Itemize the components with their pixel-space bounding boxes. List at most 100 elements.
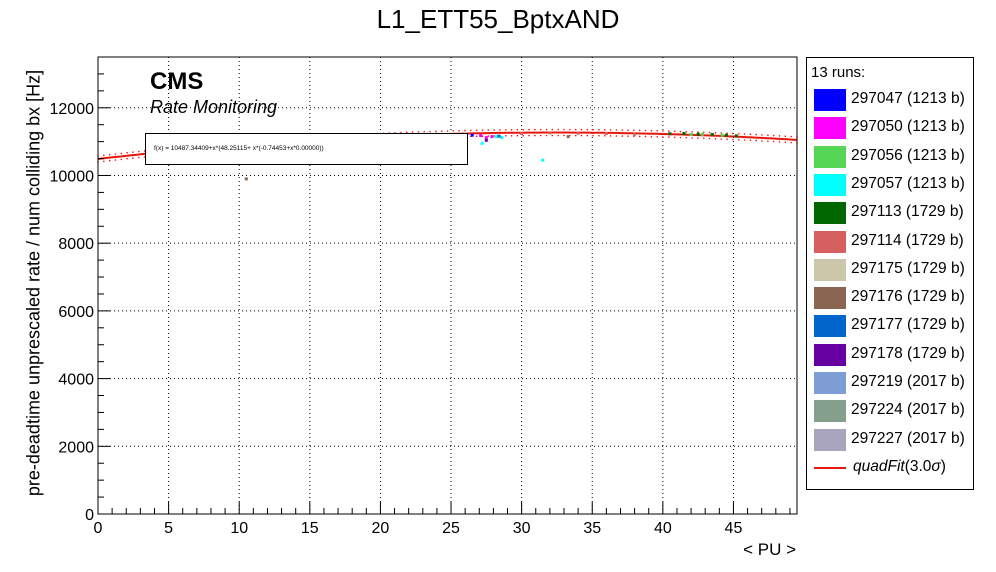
data-point [734,134,738,138]
fit-band-point [633,135,635,138]
x-tick-label: 45 [725,520,743,537]
fit-band-point [470,129,472,132]
fit-formula-text: f(x) = 10487.34409+x*(48.25115+ x*(-0.74… [154,145,324,152]
fit-band-point [551,134,554,137]
fit-band-point [714,138,717,140]
fit-band-point [528,128,530,131]
fit-band-point [114,153,117,155]
fit-band-point [697,137,699,139]
legend-label: 297178 (1729 b) [851,344,965,362]
fit-band-point [126,157,128,160]
fit-band-point [440,130,443,132]
legend-item: 297047 (1213 b) [811,87,973,113]
fit-band-point [708,137,711,140]
data-point [500,136,504,140]
x-axis-title: < PU > [743,540,796,559]
data-point [576,131,580,135]
fit-band-point [673,130,676,133]
legend-label: 297224 (2017 b) [851,401,965,419]
fit-band-point [767,140,769,142]
data-point [724,133,728,137]
fit-band-point [633,129,635,132]
fit-band-point [749,139,752,142]
fit-band-point [732,132,734,135]
fit-formula-box: f(x) = 10487.34409+x*(48.25115+ x*(-0.74… [145,133,468,165]
legend-item: 297114 (1729 b) [811,229,973,255]
y-tick-label: 4000 [58,372,94,389]
legend-item: 297056 (1213 b) [811,144,973,170]
fit-band-point [481,129,484,131]
fit-band-point [120,152,123,155]
data-point [633,132,637,136]
fit-band-point [516,128,519,131]
fit-band-point [726,132,728,134]
fit-band-point [458,129,460,132]
fit-band-point [767,134,769,136]
data-point [548,131,552,135]
fit-band-point [772,134,775,137]
fit-band-point [510,129,513,131]
fit-band-point [580,128,583,131]
fit-band-point [598,129,600,131]
fit-band-point [772,140,775,143]
fit-band-point [749,133,752,136]
data-point [470,133,474,137]
fit-band-point [452,130,455,132]
y-tick-label: 6000 [58,304,94,321]
rate-monitoring-label: Rate Monitoring [150,97,278,117]
fit-band-point [743,139,746,141]
fit-band-point [539,134,542,137]
fit-band-point [475,129,478,132]
legend-item: 297178 (1729 b) [811,342,973,368]
fit-band-point [545,134,548,137]
legend-item: 297224 (2017 b) [811,398,973,424]
data-point [720,133,724,137]
fit-band-point [638,129,641,132]
data-point [244,177,248,181]
legend-swatch [814,315,846,338]
data-point [480,141,484,145]
data-point [494,135,498,139]
legend-label: 297114 (1729 b) [851,231,964,249]
fit-band-point [638,135,641,138]
fit-band-point [644,129,647,132]
legend-item: 297050 (1213 b) [811,115,973,141]
fit-band-point [691,137,693,139]
data-point [710,133,714,136]
legend-label: 297227 (2017 b) [851,429,965,447]
fit-band-point [400,131,402,134]
legend-item: 297176 (1729 b) [811,285,973,311]
legend-swatch [814,230,846,253]
x-tick-label: 0 [94,520,103,537]
cms-label: CMS [150,68,204,95]
y-tick-label: 8000 [58,236,94,253]
legend-swatch [814,173,846,196]
fit-band-point [545,128,548,131]
axes: 0 5 10 15 20 25 30 35 40 45 0 2000 4000 6000 8000 10000… [50,56,798,537]
y-axis-title: pre-deadtime unprescaled rate / num coll… [23,69,44,497]
fit-band-point [679,130,682,133]
fit-band-point [761,134,763,136]
fit-band-point [720,138,723,140]
fit-band-point [644,135,647,138]
fit-band-point [679,136,682,139]
fit-band-point [604,129,606,131]
fit-band-point [738,139,740,141]
fit-band-point [790,141,792,144]
legend-item: 297177 (1729 b) [811,313,973,339]
fit-band-point [551,128,554,131]
data-point [490,135,494,139]
legend-item: 297175 (1729 b) [811,257,973,283]
chart-title: L1_ETT55_BptxAND [376,4,620,34]
fit-band-point [411,131,414,133]
fit-band-point [586,128,589,131]
fit-band-point [668,136,670,138]
fit-band-point [405,131,408,134]
data-point [479,134,483,137]
x-tick-label: 35 [583,520,601,537]
legend-item: 297057 (1213 b) [811,172,973,198]
fit-band-point [621,135,624,137]
legend-label: 297177 (1729 b) [851,316,965,334]
fit-band-point [510,135,513,137]
fit-band-point [604,135,606,137]
